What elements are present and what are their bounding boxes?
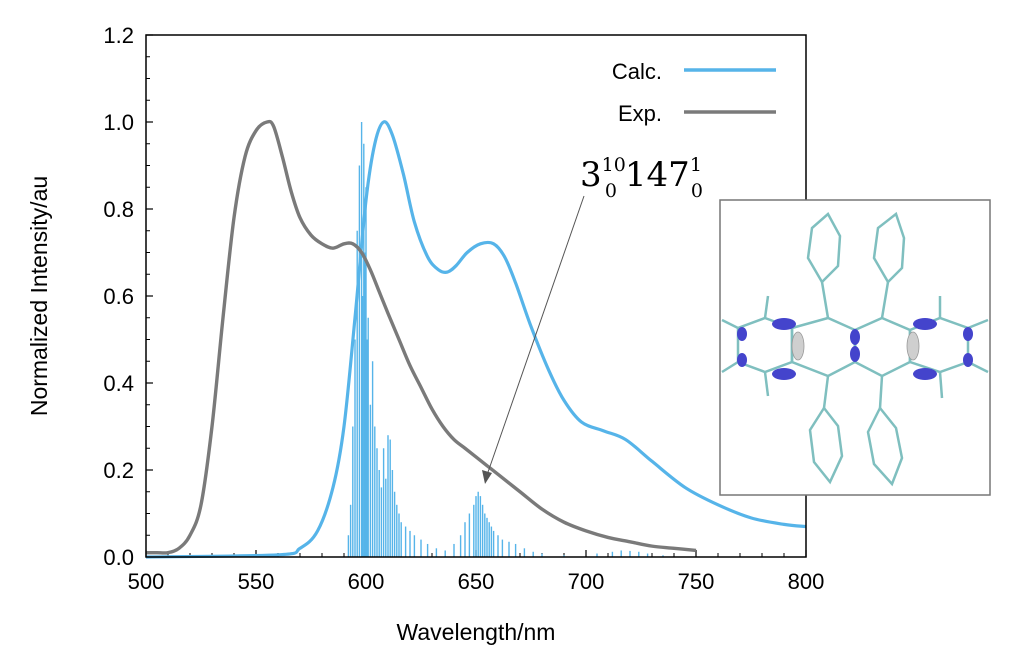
peak-annotation: 310 0 1471 0 [482,154,703,484]
y-tick-label: 0.0 [103,545,134,570]
series-lines [145,119,807,559]
y-tick-label: 0.8 [103,197,134,222]
y-tick-label: 0.6 [103,284,134,309]
orbital-lobes [737,318,973,380]
annotation-arrow [486,195,585,476]
x-axis-title: Wavelength/nm [397,619,556,645]
annotation-arrowhead [482,470,492,484]
x-tick-label: 600 [348,569,385,594]
x-tick-label: 800 [788,569,825,594]
x-tick-label: 650 [458,569,495,594]
legend-label-calc: Calc. [612,59,662,84]
orbital-lobes-light [791,331,920,361]
legend: Calc. Exp. [612,59,776,126]
legend-label-exp: Exp. [618,101,662,126]
y-tick-label: 0.4 [103,371,134,396]
series-line-calc [145,120,807,559]
x-tick-label: 750 [678,569,715,594]
y-axis-title: Normalized Intensity/au [26,176,52,416]
molecule-inset [719,199,991,496]
y-tick-label: 1.0 [103,110,134,135]
series-line-exp [145,119,697,555]
x-tick-label: 550 [238,569,275,594]
x-tick-label: 700 [568,569,605,594]
y-tick-label: 1.2 [103,23,134,48]
y-tick-label: 0.2 [103,458,134,483]
annotation-text: 310 0 1471 0 [580,154,703,202]
x-tick-label: 500 [128,569,165,594]
axis-ticks: 500 550 600 650 700 750 800 0.0 0.2 0.4 0.6 0.8 1.0 1… [103,23,824,594]
